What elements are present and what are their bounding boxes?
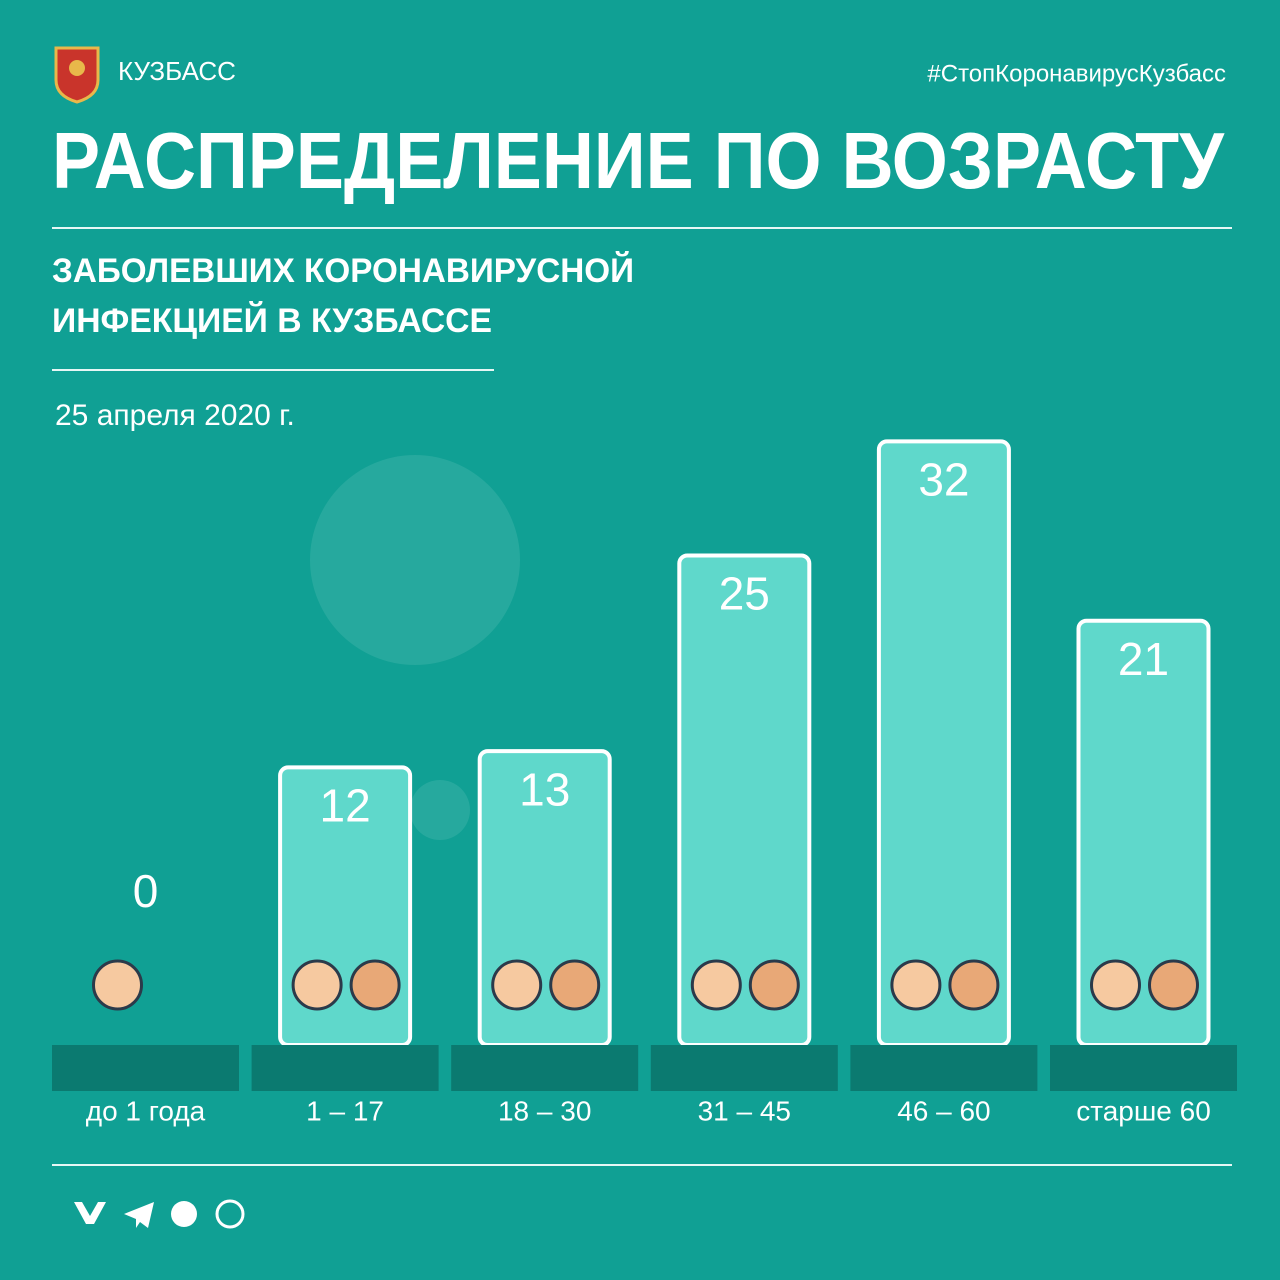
value-label: 12 — [320, 780, 371, 832]
icon-head — [291, 959, 343, 1011]
base-slab — [451, 1045, 639, 1091]
base-slab — [1050, 1045, 1237, 1091]
base-slab — [52, 1045, 239, 1091]
chart-title: РАСПРЕДЕЛЕНИЕ ПО ВОЗРАСТУ — [52, 116, 1225, 205]
x-tick-label: старше 60 — [1076, 1095, 1211, 1126]
brand: КУЗБАСС — [118, 56, 236, 86]
social-icons — [74, 1199, 245, 1229]
value-label: 13 — [519, 763, 570, 815]
value-label: 21 — [1118, 633, 1169, 685]
icon-head — [748, 959, 800, 1011]
icon-head — [1148, 959, 1199, 1011]
value-label: 32 — [918, 454, 969, 506]
icon-head — [690, 959, 742, 1011]
bar — [876, 439, 1011, 1047]
x-tick-label: до 1 года — [86, 1095, 206, 1126]
base-slab — [850, 1045, 1038, 1091]
x-tick-label: 18 – 30 — [498, 1095, 591, 1126]
ok-icon[interactable] — [171, 1201, 197, 1227]
x-tick-label: 46 – 60 — [897, 1095, 990, 1126]
viber-icon[interactable] — [215, 1199, 245, 1229]
value-label: 0 — [133, 865, 159, 917]
x-tick-label: 31 – 45 — [698, 1095, 791, 1126]
subtitle: ЗАБОЛЕВШИХ КОРОНАВИРУСНОЙ — [52, 251, 634, 290]
hashtag[interactable]: #СтопКоронавирусКузбасс — [927, 60, 1226, 87]
icon-head — [1090, 959, 1141, 1011]
base-slab — [650, 1045, 838, 1091]
virus-decoration — [310, 455, 520, 840]
icon-head — [92, 959, 143, 1011]
icon-head — [890, 959, 942, 1011]
vk-icon[interactable] — [74, 1202, 106, 1224]
telegram-icon[interactable] — [124, 1202, 154, 1228]
icon-head — [549, 959, 601, 1011]
base-slab — [251, 1045, 439, 1091]
date: 25 апреля 2020 г. — [55, 399, 295, 432]
icon-head — [491, 959, 543, 1011]
icon-head — [948, 959, 1000, 1011]
logo — [54, 46, 100, 104]
icon-head — [349, 959, 401, 1011]
x-tick-label: 1 – 17 — [306, 1095, 384, 1126]
subtitle: ИНФЕКЦИЕЙ В КУЗБАССЕ — [52, 301, 492, 340]
value-label: 25 — [719, 568, 770, 620]
